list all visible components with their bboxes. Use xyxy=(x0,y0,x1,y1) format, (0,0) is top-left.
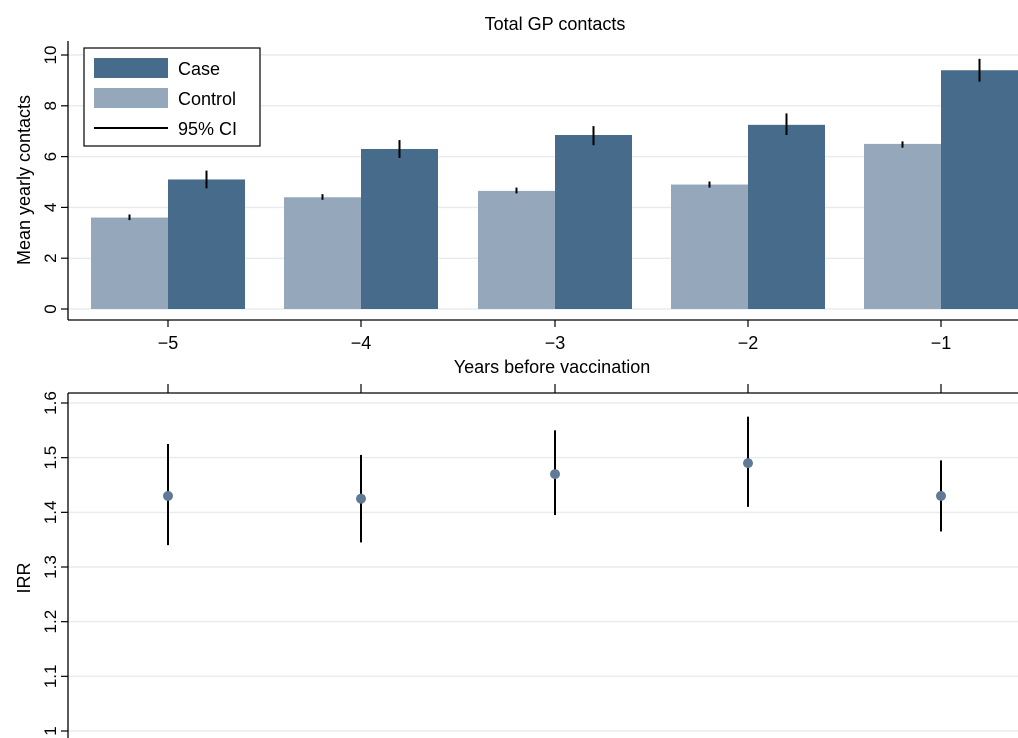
top-x-tick-label: −2 xyxy=(738,333,759,353)
top-y-ticks: 0 2 4 6 8 10 xyxy=(41,46,68,314)
bar-case xyxy=(555,135,632,309)
legend-label: Control xyxy=(178,89,236,109)
bottom-y-ticks: 1 1.1 1.2 1.3 1.4 1.5 1.6 xyxy=(41,391,68,736)
top-x-ticks: −5 −4 −3 −2 −1 xyxy=(158,320,952,353)
top-y-tick-label: 8 xyxy=(41,101,60,110)
irr-point xyxy=(936,490,946,501)
bar-case xyxy=(168,179,245,309)
irr-point xyxy=(550,469,560,480)
top-x-tick-label: −5 xyxy=(158,333,179,353)
bar-control xyxy=(284,197,361,309)
bottom-y-tick-label: 1.1 xyxy=(41,665,60,689)
top-bar-chart: Total GP contacts Mean yearly contacts Y… xyxy=(14,14,1018,377)
legend-label: 95% CI xyxy=(178,119,237,139)
irr-point xyxy=(743,458,753,469)
bar-control xyxy=(671,184,748,309)
top-x-tick-label: −4 xyxy=(351,333,372,353)
legend: Case Control 95% CI xyxy=(83,47,261,147)
bottom-y-tick-label: 1.5 xyxy=(41,446,60,470)
legend-swatch xyxy=(94,88,168,108)
bar-case xyxy=(748,124,825,309)
top-bars xyxy=(91,70,1018,310)
bottom-y-axis-label: IRR xyxy=(14,563,34,594)
legend-label: Case xyxy=(178,59,220,79)
top-chart-title: Total GP contacts xyxy=(485,14,626,34)
top-x-axis-label: Years before vaccination xyxy=(454,357,650,377)
bottom-y-tick-label: 1.6 xyxy=(41,391,60,415)
legend-swatch xyxy=(94,58,168,78)
top-y-tick-label: 2 xyxy=(41,253,60,262)
bar-control xyxy=(864,143,941,309)
bottom-irr-chart: IRR 1 1.1 1.2 1.3 1.4 1.5 1.6 xyxy=(14,384,1018,738)
bottom-y-tick-label: 1 xyxy=(41,726,60,735)
top-axes xyxy=(67,41,1018,321)
top-x-tick-label: −3 xyxy=(545,333,566,353)
bar-case xyxy=(941,70,1018,310)
bottom-y-tick-label: 1.3 xyxy=(41,555,60,579)
bottom-gridlines xyxy=(68,402,1018,732)
top-y-tick-label: 10 xyxy=(41,46,60,65)
bar-control xyxy=(478,190,555,309)
irr-point xyxy=(356,493,366,504)
top-y-axis-label: Mean yearly contacts xyxy=(14,95,34,265)
bar-control xyxy=(91,217,168,309)
bottom-y-tick-label: 1.2 xyxy=(41,610,60,634)
top-error-bars xyxy=(128,58,981,221)
top-y-tick-label: 6 xyxy=(41,152,60,161)
top-y-tick-label: 0 xyxy=(41,304,60,313)
bottom-error-bars xyxy=(167,416,942,546)
bottom-points xyxy=(163,458,946,504)
bottom-x-ticks xyxy=(167,384,942,393)
top-y-tick-label: 4 xyxy=(41,203,60,212)
bar-case xyxy=(361,148,438,309)
irr-point xyxy=(163,490,173,501)
bottom-y-tick-label: 1.4 xyxy=(41,501,60,525)
top-x-tick-label: −1 xyxy=(931,333,952,353)
bottom-axes xyxy=(67,392,1018,738)
